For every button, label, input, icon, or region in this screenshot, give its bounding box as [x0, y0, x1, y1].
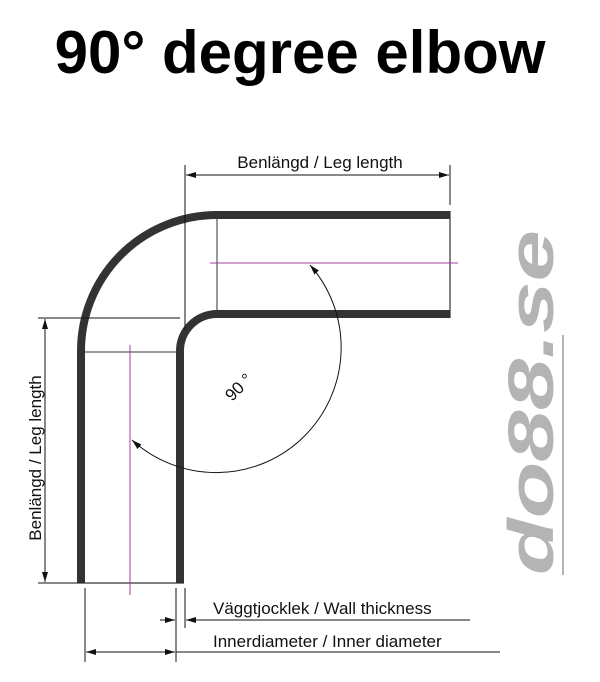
pipe-outer-wall	[77, 211, 450, 583]
pipe-inner-wall	[176, 310, 450, 583]
inner-diameter-label: Innerdiameter / Inner diameter	[213, 632, 442, 651]
angle-label: 90 °	[221, 370, 256, 405]
angle-arc	[131, 264, 342, 474]
do88-logo: do88.se	[495, 230, 567, 575]
wall-thickness-label: Väggtjocklek / Wall thickness	[213, 599, 432, 618]
leg-length-top-label: Benlängd / Leg length	[237, 153, 402, 172]
logo-text: do88.se	[495, 230, 567, 575]
leg-length-left-label: Benlängd / Leg length	[26, 375, 45, 540]
page-title: 90° degree elbow	[54, 19, 546, 86]
